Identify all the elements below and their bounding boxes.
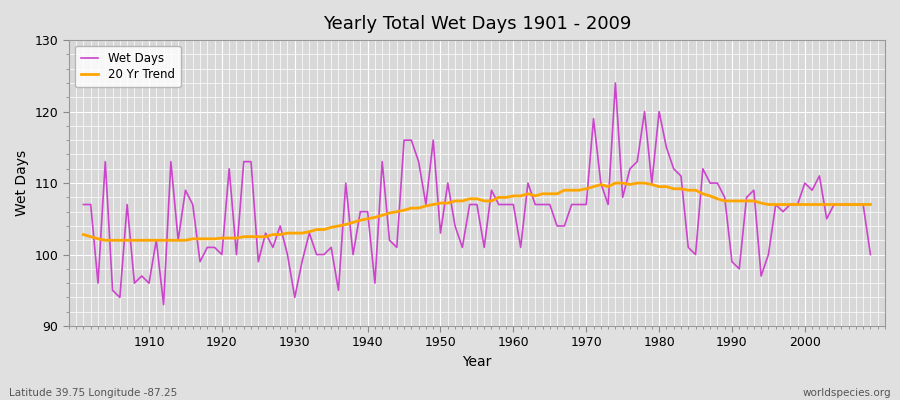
- Wet Days: [347, 252, 358, 257]
- Wet Days: [603, 202, 614, 207]
- 20 Yr Trend: [304, 229, 315, 234]
- 20 Yr Trend: [508, 194, 518, 198]
- 20 Yr Trend: [78, 232, 89, 237]
- 20 Yr Trend: [865, 202, 876, 207]
- 20 Yr Trend: [347, 220, 358, 225]
- 20 Yr Trend: [603, 184, 614, 189]
- 20 Yr Trend: [515, 194, 526, 198]
- Wet Days: [508, 202, 518, 207]
- Wet Days: [136, 274, 147, 278]
- Wet Days: [158, 302, 169, 307]
- Line: 20 Yr Trend: 20 Yr Trend: [84, 183, 870, 240]
- Wet Days: [515, 245, 526, 250]
- Wet Days: [610, 80, 621, 85]
- X-axis label: Year: Year: [463, 355, 491, 369]
- Text: Latitude 39.75 Longitude -87.25: Latitude 39.75 Longitude -87.25: [9, 388, 177, 398]
- Wet Days: [304, 231, 315, 236]
- Line: Wet Days: Wet Days: [84, 83, 870, 304]
- Text: worldspecies.org: worldspecies.org: [803, 388, 891, 398]
- 20 Yr Trend: [100, 238, 111, 243]
- Y-axis label: Wet Days: Wet Days: [15, 150, 29, 216]
- 20 Yr Trend: [144, 238, 155, 243]
- 20 Yr Trend: [610, 181, 621, 186]
- Wet Days: [78, 202, 89, 207]
- Title: Yearly Total Wet Days 1901 - 2009: Yearly Total Wet Days 1901 - 2009: [323, 15, 631, 33]
- Wet Days: [865, 252, 876, 257]
- Legend: Wet Days, 20 Yr Trend: Wet Days, 20 Yr Trend: [75, 46, 181, 87]
